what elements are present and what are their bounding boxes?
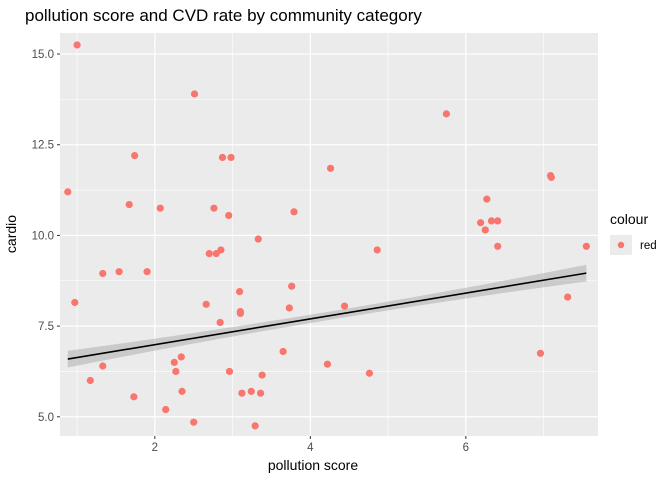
- data-point: [172, 367, 180, 376]
- data-point: [115, 268, 123, 276]
- data-point: [236, 309, 244, 317]
- y-tick-label: 5.0: [38, 412, 54, 424]
- legend-title: colour: [610, 211, 648, 227]
- data-point: [99, 362, 107, 370]
- grid-lines: [60, 33, 598, 436]
- data-point: [494, 217, 502, 225]
- data-point: [254, 235, 262, 243]
- legend-key-dot: [617, 241, 625, 249]
- data-point: [178, 387, 186, 395]
- trend-line: [67, 272, 587, 360]
- y-tick-label: 12.5: [32, 140, 54, 152]
- data-point: [177, 353, 185, 361]
- data-point: [235, 288, 244, 296]
- data-point: [326, 164, 335, 172]
- y-tick-label: 15.0: [32, 49, 54, 61]
- data-point: [205, 249, 213, 258]
- data-point: [190, 418, 198, 426]
- x-axis-title: pollution score: [268, 457, 358, 473]
- x-tick-label: 4: [307, 442, 314, 454]
- data-point: [64, 188, 72, 196]
- data-point: [143, 268, 151, 276]
- data-point: [225, 211, 233, 220]
- data-point: [373, 246, 381, 254]
- y-axis-title: cardio: [3, 215, 19, 253]
- data-point: [323, 360, 332, 368]
- data-point: [156, 204, 164, 212]
- data-point: [247, 387, 255, 395]
- data-point: [218, 153, 227, 162]
- data-point: [564, 293, 572, 301]
- data-point: [131, 152, 139, 160]
- data-point: [99, 269, 107, 278]
- data-point: [477, 219, 485, 227]
- data-point: [227, 153, 235, 162]
- x-tick-label: 6: [463, 442, 469, 454]
- data-point: [216, 318, 224, 327]
- data-point: [547, 173, 555, 181]
- data-point: [217, 246, 225, 254]
- panel-background: [60, 33, 598, 436]
- chart-title: pollution score and CVD rate by communit…: [25, 6, 422, 25]
- data-point: [251, 422, 259, 430]
- data-points: [64, 41, 590, 430]
- data-point: [125, 200, 133, 209]
- data-point: [483, 195, 491, 203]
- data-point: [210, 204, 218, 212]
- data-point: [238, 389, 246, 397]
- data-point: [73, 41, 81, 49]
- data-point: [202, 300, 210, 308]
- data-point: [536, 349, 545, 357]
- data-point: [170, 358, 178, 366]
- data-point: [258, 371, 266, 379]
- data-point: [494, 242, 502, 250]
- data-point: [442, 110, 450, 118]
- data-point: [365, 369, 374, 377]
- data-point: [288, 282, 296, 290]
- trend-line-group: [67, 272, 587, 360]
- x-axis-ticks: 2 4 6: [152, 436, 469, 454]
- data-point: [487, 217, 496, 225]
- y-tick-label: 10.0: [32, 230, 54, 242]
- data-point: [256, 389, 265, 397]
- y-tick-label: 7.5: [38, 321, 54, 333]
- data-point: [285, 304, 293, 312]
- y-axis-ticks: 5.0 7.5 10.0 12.5 15.0: [32, 49, 60, 424]
- data-point: [290, 208, 298, 216]
- data-point: [340, 302, 349, 310]
- x-tick-label: 2: [152, 442, 158, 454]
- plot-panel: [60, 33, 598, 436]
- data-point: [71, 298, 79, 307]
- data-point: [225, 367, 234, 376]
- legend: colour red: [610, 211, 657, 255]
- data-point: [190, 90, 199, 98]
- data-point: [130, 393, 138, 401]
- data-point: [162, 405, 170, 414]
- data-point: [481, 226, 489, 234]
- legend-entry-label: red: [640, 240, 657, 252]
- data-point: [279, 347, 287, 356]
- data-point: [86, 376, 94, 385]
- data-point: [582, 242, 590, 250]
